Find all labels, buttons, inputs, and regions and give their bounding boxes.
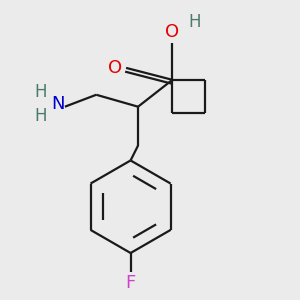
Text: H: H bbox=[189, 13, 201, 31]
Text: N: N bbox=[51, 95, 65, 113]
Text: F: F bbox=[125, 274, 136, 292]
Text: H: H bbox=[34, 107, 47, 125]
Text: H: H bbox=[34, 83, 47, 101]
Text: O: O bbox=[107, 59, 122, 77]
Text: O: O bbox=[165, 23, 179, 41]
